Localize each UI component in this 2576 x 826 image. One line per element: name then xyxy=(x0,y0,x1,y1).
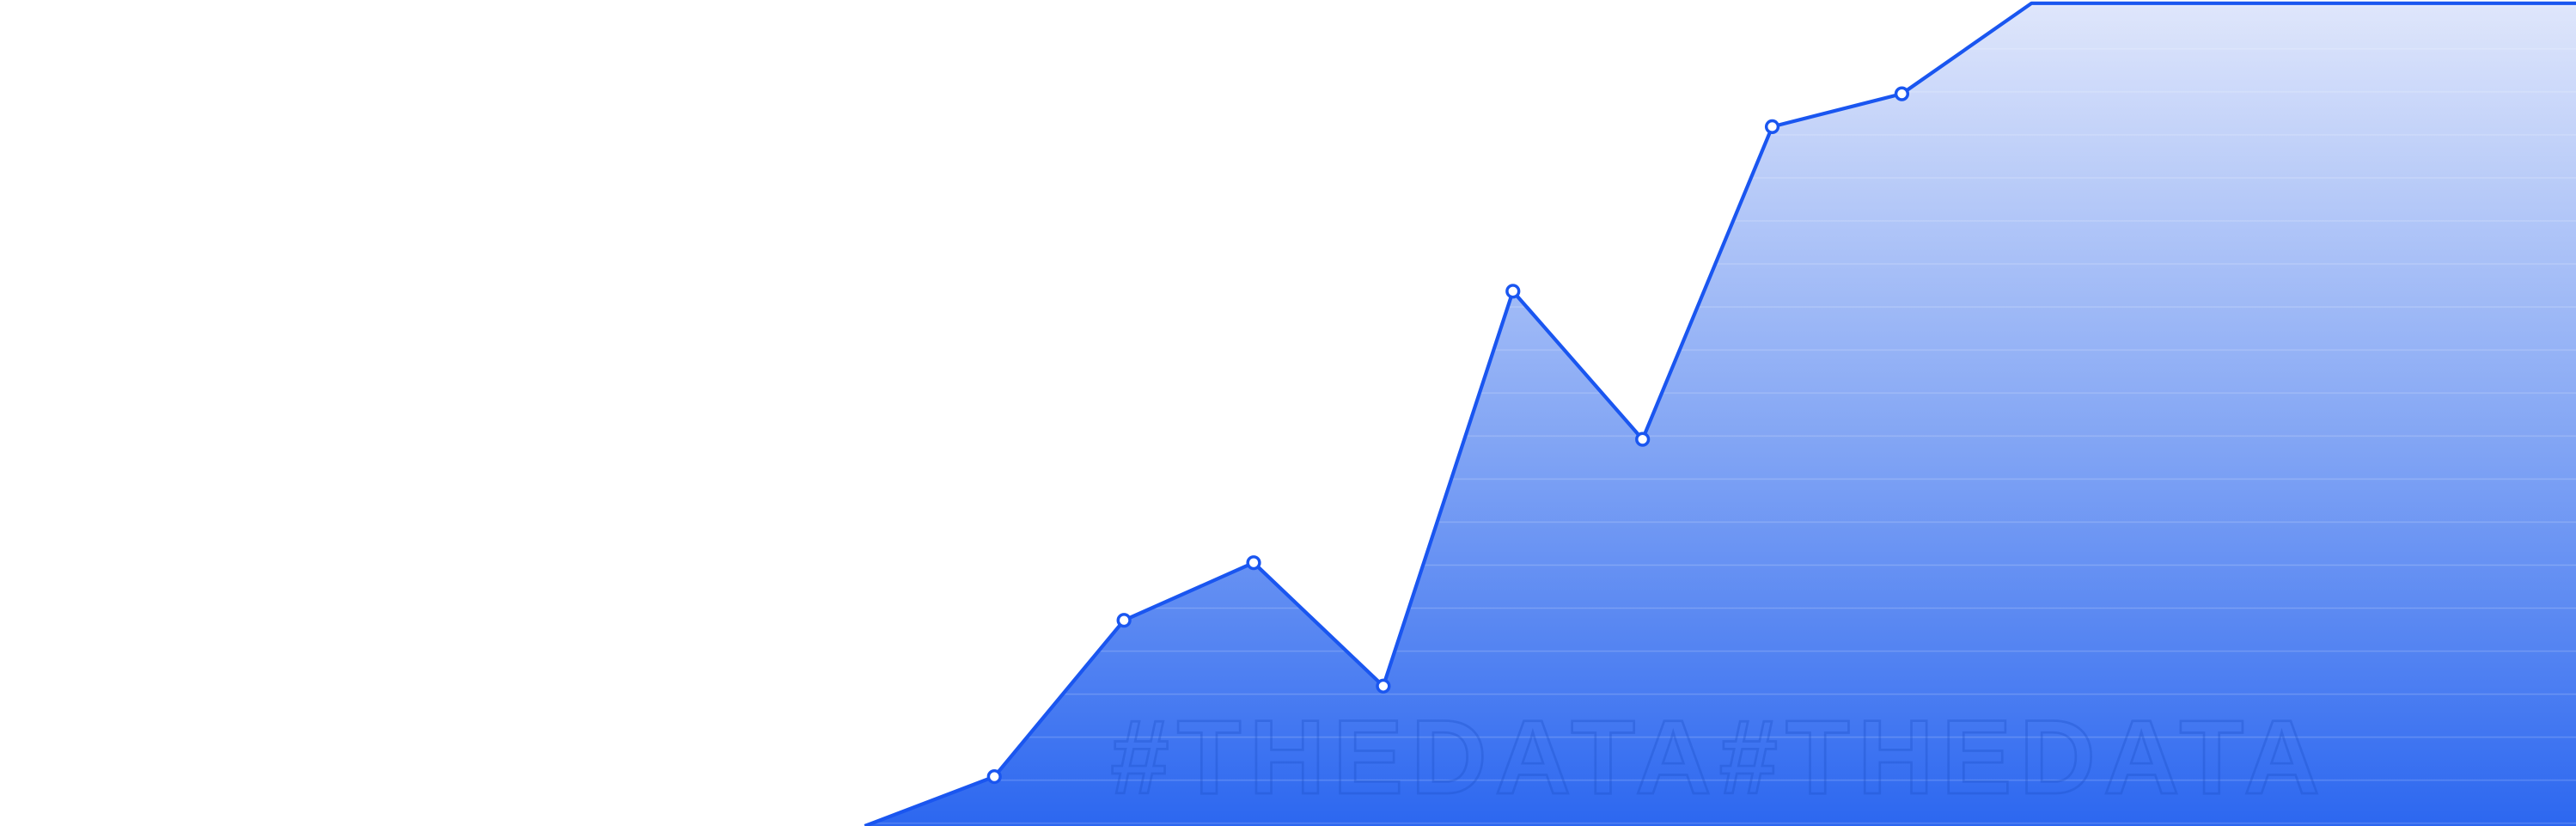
plot-area xyxy=(864,1,2576,826)
data-point xyxy=(1246,555,1261,571)
data-point xyxy=(1764,119,1780,134)
data-point xyxy=(986,768,1002,785)
area-stripes xyxy=(864,3,2576,826)
data-point xyxy=(1116,613,1132,628)
data-point xyxy=(1376,678,1391,694)
data-point xyxy=(1635,431,1651,447)
data-point xyxy=(1505,284,1521,299)
data-point xyxy=(1894,86,1910,101)
watermark: #THEDATA#THEDATA xyxy=(1111,698,2327,816)
